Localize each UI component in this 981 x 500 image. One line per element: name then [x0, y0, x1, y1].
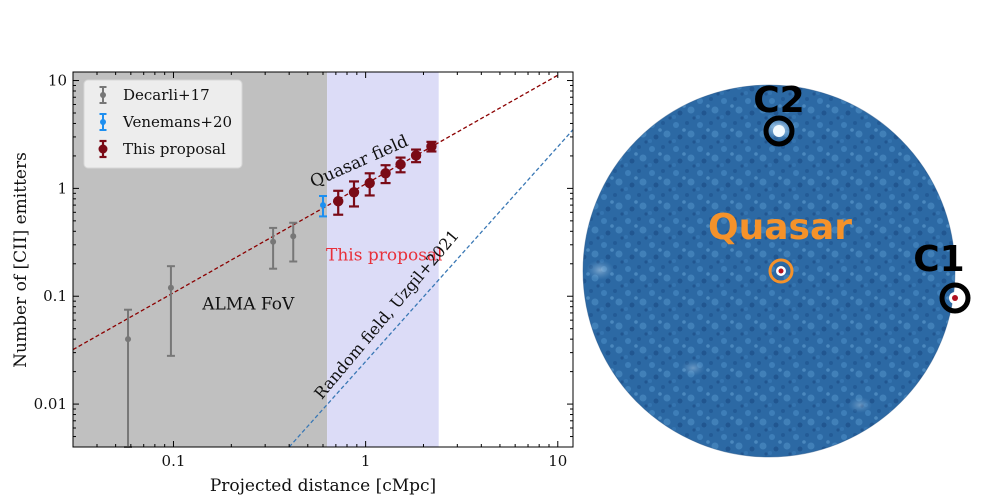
bright-blob — [848, 397, 872, 413]
c2-label: C2 — [753, 80, 804, 121]
legend-marker — [100, 119, 106, 125]
field-map: Quasar C1 C2 — [582, 80, 971, 458]
data-point — [125, 336, 132, 343]
legend-label: This proposal — [123, 140, 226, 158]
legend: Decarli+17 Venemans+20 This proposal — [83, 79, 243, 169]
x-tick-label: 1 — [361, 452, 371, 470]
axis-ticks: 0.1 1 10 0.01 0.1 1 10 — [34, 72, 573, 470]
y-axis-label: Number of [CII] emitters — [11, 152, 31, 368]
quasar-core — [778, 268, 784, 274]
region-label-alma: ALMA FoV — [201, 295, 295, 315]
model-line — [73, 74, 559, 351]
data-point — [270, 238, 277, 245]
c2-source — [773, 125, 785, 137]
quasar-marker — [768, 258, 794, 284]
c1-marker — [939, 282, 971, 314]
legend-label: Venemans+20 — [122, 113, 232, 131]
region-shade — [327, 72, 439, 447]
model-lines — [73, 74, 573, 447]
quasar-label: Quasar — [708, 207, 852, 248]
legend-box — [83, 79, 243, 169]
legend-marker — [98, 144, 108, 154]
y-tick-label: 0.01 — [34, 395, 67, 413]
data-points — [124, 140, 437, 448]
data-point — [348, 187, 360, 198]
data-point — [290, 233, 297, 240]
data-point — [426, 141, 437, 152]
map-boundary — [582, 84, 956, 458]
y-tick-label: 10 — [48, 72, 67, 90]
y-tick-label: 1 — [57, 179, 67, 197]
data-point — [410, 150, 422, 161]
bright-blob — [586, 260, 614, 280]
c2-marker — [763, 115, 795, 147]
bright-blob — [681, 360, 705, 376]
x-axis-label: Projected distance [cMpc] — [210, 476, 436, 496]
model-line — [288, 129, 573, 447]
data-point — [364, 177, 375, 189]
data-point — [320, 202, 326, 209]
data-point — [333, 196, 344, 207]
x-tick-label: 0.1 — [162, 452, 186, 470]
legend-marker — [100, 92, 106, 98]
c1-label: C1 — [913, 239, 964, 280]
c1-core — [952, 295, 958, 301]
region-label-proposal: This proposal — [326, 245, 443, 265]
x-tick-label: 10 — [548, 452, 567, 470]
y-tick-label: 0.1 — [43, 287, 67, 305]
data-point — [167, 284, 174, 291]
data-point — [395, 159, 406, 170]
legend-label: Decarli+17 — [123, 86, 210, 104]
data-point — [380, 168, 391, 179]
